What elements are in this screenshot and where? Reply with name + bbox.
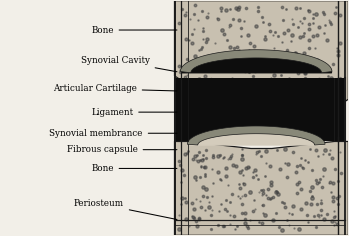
Polygon shape xyxy=(174,141,348,235)
Text: Fibrous capsule: Fibrous capsule xyxy=(67,145,177,154)
Text: Periosteum: Periosteum xyxy=(74,199,177,219)
Polygon shape xyxy=(187,126,325,145)
Text: Articular Cartilage: Articular Cartilage xyxy=(53,84,177,93)
Polygon shape xyxy=(174,78,345,141)
Polygon shape xyxy=(188,127,324,145)
Text: Synovial membrance: Synovial membrance xyxy=(49,129,177,138)
Polygon shape xyxy=(180,50,332,73)
Text: Bone: Bone xyxy=(91,25,177,34)
Text: Synovial Cavity: Synovial Cavity xyxy=(81,56,177,72)
Polygon shape xyxy=(174,1,348,118)
Text: Ligament: Ligament xyxy=(91,108,177,117)
Text: Bone: Bone xyxy=(91,164,177,173)
